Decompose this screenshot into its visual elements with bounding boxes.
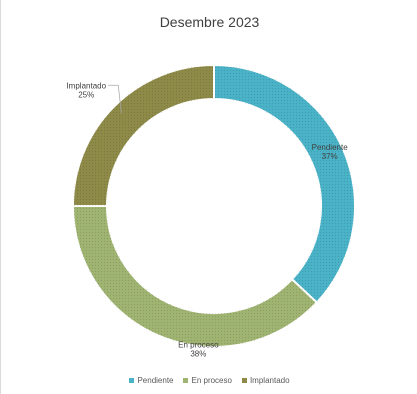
data-label-implantado: Implantado 25% [66, 81, 106, 99]
slice-texture [72, 206, 317, 347]
legend-label: Implantado [249, 376, 290, 385]
slice-texture [214, 65, 355, 303]
chart-title: Desembre 2023 [159, 14, 260, 30]
legend-label: En proceso [191, 376, 232, 385]
legend-swatch [129, 378, 135, 383]
legend-label: Pendiente [137, 376, 174, 385]
slice-texture [73, 65, 214, 206]
data-label-en-proceso: En proceso 38% [178, 340, 219, 358]
legend-swatch [183, 378, 189, 383]
legend-swatch [241, 378, 247, 383]
legend-item-implantado: Implantado [241, 376, 290, 385]
data-label-pendiente: Pendiente 37% [312, 143, 349, 161]
chart-legend: Pendiente En proceso Implantado [1, 376, 417, 385]
legend-item-en-proceso: En proceso [183, 376, 232, 385]
leader-line [108, 84, 122, 114]
legend-item-pendiente: Pendiente [129, 376, 173, 385]
